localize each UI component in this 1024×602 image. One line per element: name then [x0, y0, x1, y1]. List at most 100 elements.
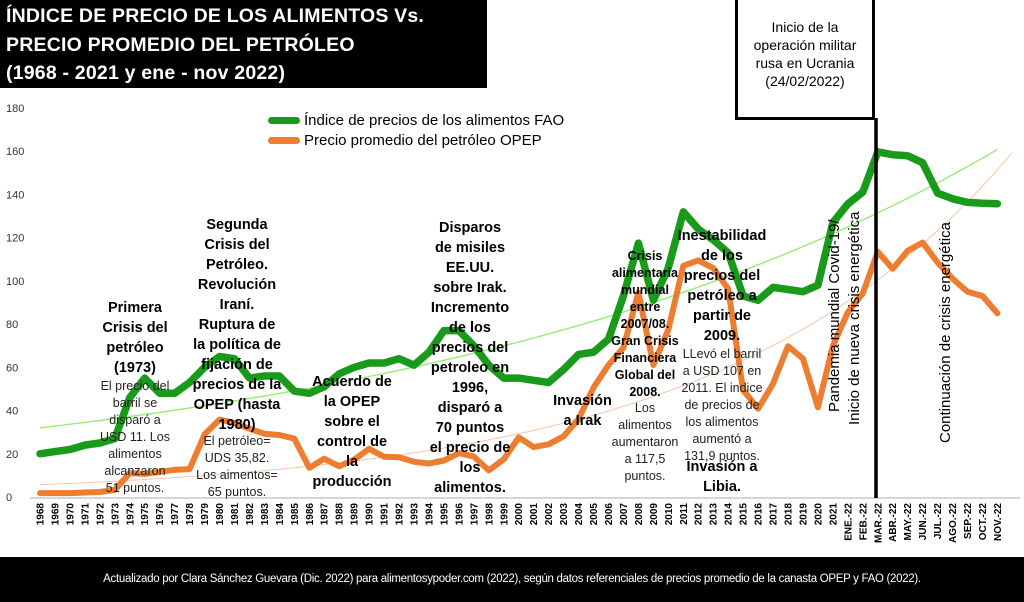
- x-tick-label: 1998: [484, 503, 495, 526]
- y-tick-label: 120: [6, 233, 24, 245]
- legend-item-oil: Precio promedio del petróleo OPEP: [268, 132, 542, 149]
- x-tick-label: 2021: [828, 503, 839, 526]
- annotation-invasion-irak: Invasión a Irak: [553, 393, 612, 429]
- y-tick-label: 0: [6, 492, 12, 504]
- y-tick-label: 100: [6, 276, 24, 288]
- x-tick-label: 2019: [798, 503, 809, 526]
- x-tick-label: JUN.-22: [918, 503, 929, 541]
- x-tick-label: 2008: [634, 503, 645, 526]
- x-tick-label: 2006: [604, 503, 615, 526]
- title-line-3: (1968 - 2021 y ene - nov 2022): [6, 62, 286, 84]
- x-tick-label: MAY.-22: [903, 503, 914, 541]
- x-tick-label: 2015: [739, 503, 750, 526]
- legend-label-food: Índice de precios de los alimentos FAO: [304, 112, 565, 129]
- legend-swatch-food: [268, 117, 300, 124]
- x-tick-label: 1973: [110, 503, 121, 526]
- x-tick-label: OCT.-22: [978, 503, 989, 541]
- chart-title: ÍNDICE DE PRECIO DE LOS ALIMENTOS Vs. PR…: [0, 0, 487, 88]
- trendline-oil: [39, 152, 1013, 486]
- x-tick-label: 1990: [365, 503, 376, 526]
- x-tick-label: 1969: [50, 503, 61, 526]
- y-tick-label: 40: [6, 406, 18, 418]
- x-tick-label: SEP.-22: [963, 503, 974, 539]
- x-tick-label: 1995: [439, 503, 450, 526]
- annotation-disparos-misiles: Disparos de misiles EE.UU. sobre Irak. I…: [429, 220, 511, 496]
- y-tick-label: 60: [6, 362, 18, 374]
- annotation-primera-crisis-text: El precio del barril se disparó a USD 11…: [100, 379, 170, 495]
- legend-swatch-oil: [268, 137, 300, 144]
- x-tick-label: 1987: [320, 503, 331, 526]
- x-tick-label: JUL.-22: [933, 503, 944, 540]
- x-tick-label: 2001: [529, 503, 540, 526]
- legend-item-food: Índice de precios de los alimentos FAO: [268, 112, 564, 129]
- x-tick-label: 2004: [574, 503, 585, 526]
- annotation-pandemia: Pandemia mundial Covid-19/: [826, 219, 843, 412]
- y-tick-label: 20: [6, 449, 18, 461]
- x-tick-label: 1996: [454, 503, 465, 526]
- annotation-segunda-crisis-title: Segunda Crisis del Petróleo. Revolución …: [192, 217, 282, 433]
- x-tick-label: 1977: [170, 503, 181, 526]
- x-tick-label: ABR.-22: [888, 503, 899, 542]
- x-tick-label: 2010: [664, 503, 675, 526]
- x-tick-label: 1997: [469, 503, 480, 526]
- x-tick-label: 1986: [305, 503, 316, 526]
- x-tick-label: 1968: [36, 503, 47, 526]
- x-tick-label: ENE.-22: [843, 503, 854, 541]
- x-tick-label: 1985: [290, 503, 301, 526]
- y-tick-label: 160: [6, 146, 24, 158]
- chart-area: 0 20 40 60 80 100 120 140 160 180 1968 1969 1970 197…: [6, 103, 1020, 543]
- annotation-segunda-crisis-text: El petróleo= UDS 35,82. Los aimentos= 65…: [196, 434, 278, 499]
- x-tick-label: 1994: [424, 503, 435, 526]
- x-tick-label: 2011: [679, 503, 690, 525]
- x-tick-label: 1984: [275, 503, 286, 526]
- x-tick-label: 2003: [559, 503, 570, 526]
- x-tick-label: 1974: [125, 503, 136, 526]
- x-tick-label: MAR.-22: [873, 503, 884, 543]
- x-tick-label: 1981: [230, 503, 241, 526]
- x-tick-label: 2014: [724, 503, 735, 526]
- x-tick-label: 2012: [694, 503, 705, 526]
- x-tick-label: 2017: [769, 503, 780, 526]
- x-tick-label: 1989: [350, 503, 361, 526]
- y-tick-label: 180: [6, 103, 24, 115]
- annotation-inestabilidad-text: LLevó el barril a USD 107 en 2011. El in…: [681, 347, 763, 463]
- annotation-invasion-libia: Invasión a Libia.: [686, 459, 758, 495]
- x-tick-label: 1991: [380, 503, 391, 526]
- x-tick-label: 1975: [140, 503, 151, 526]
- x-tick-label: 2007: [619, 503, 630, 526]
- x-tick-label: NOV.-22: [993, 503, 1004, 541]
- annotation-crisis-alimentaria-text: Los alimentos aumentaron a 117,5 puntos.: [611, 401, 679, 483]
- ukraine-event-box: Inicio de la operación militar rusa en U…: [735, 0, 875, 120]
- x-tick-label: 1976: [155, 503, 166, 526]
- annotation-nueva-crisis: Inicio de nueva crisis energética: [846, 211, 863, 425]
- x-tick-label: 2020: [813, 503, 824, 526]
- x-tick-label: 1993: [410, 503, 421, 526]
- x-tick-label: 2002: [544, 503, 555, 526]
- legend-label-oil: Precio promedio del petróleo OPEP: [304, 132, 542, 149]
- x-tick-label: 1980: [215, 503, 226, 526]
- x-tick-label: 2005: [589, 503, 600, 526]
- x-tick-label: 1992: [395, 503, 406, 526]
- annotation-inestabilidad-title: Inestabilidad de los precios del petróle…: [677, 228, 767, 344]
- x-tick-label: FEB.-22: [858, 503, 869, 541]
- x-tick-label: 1971: [80, 503, 91, 526]
- annotation-continuacion-crisis: Continuación de crisis energética: [937, 222, 954, 443]
- x-tick-label: 2009: [649, 503, 660, 526]
- x-tick-label: 1972: [95, 503, 106, 526]
- x-tick-label: AGO.-22: [948, 503, 959, 543]
- x-tick-label: 2016: [754, 503, 765, 526]
- x-tick-label: 1970: [65, 503, 76, 526]
- x-tick-label: 1983: [260, 503, 271, 526]
- title-line-2: PRECIO PROMEDIO DEL PETRÓLEO: [6, 34, 355, 56]
- y-tick-label: 80: [6, 319, 18, 331]
- x-tick-label: 1979: [200, 503, 211, 526]
- y-tick-label: 140: [6, 189, 24, 201]
- trendline-food: [39, 148, 998, 429]
- x-tick-label: 2000: [514, 503, 525, 526]
- x-tick-label: 1988: [335, 503, 346, 526]
- x-tick-label: 2018: [784, 503, 795, 526]
- x-tick-label: 1978: [185, 503, 196, 526]
- footer-credit: Actualizado por Clara Sánchez Guevara (D…: [0, 557, 1024, 602]
- x-tick-label: 1999: [499, 503, 510, 526]
- title-line-1: ÍNDICE DE PRECIO DE LOS ALIMENTOS Vs.: [6, 5, 425, 27]
